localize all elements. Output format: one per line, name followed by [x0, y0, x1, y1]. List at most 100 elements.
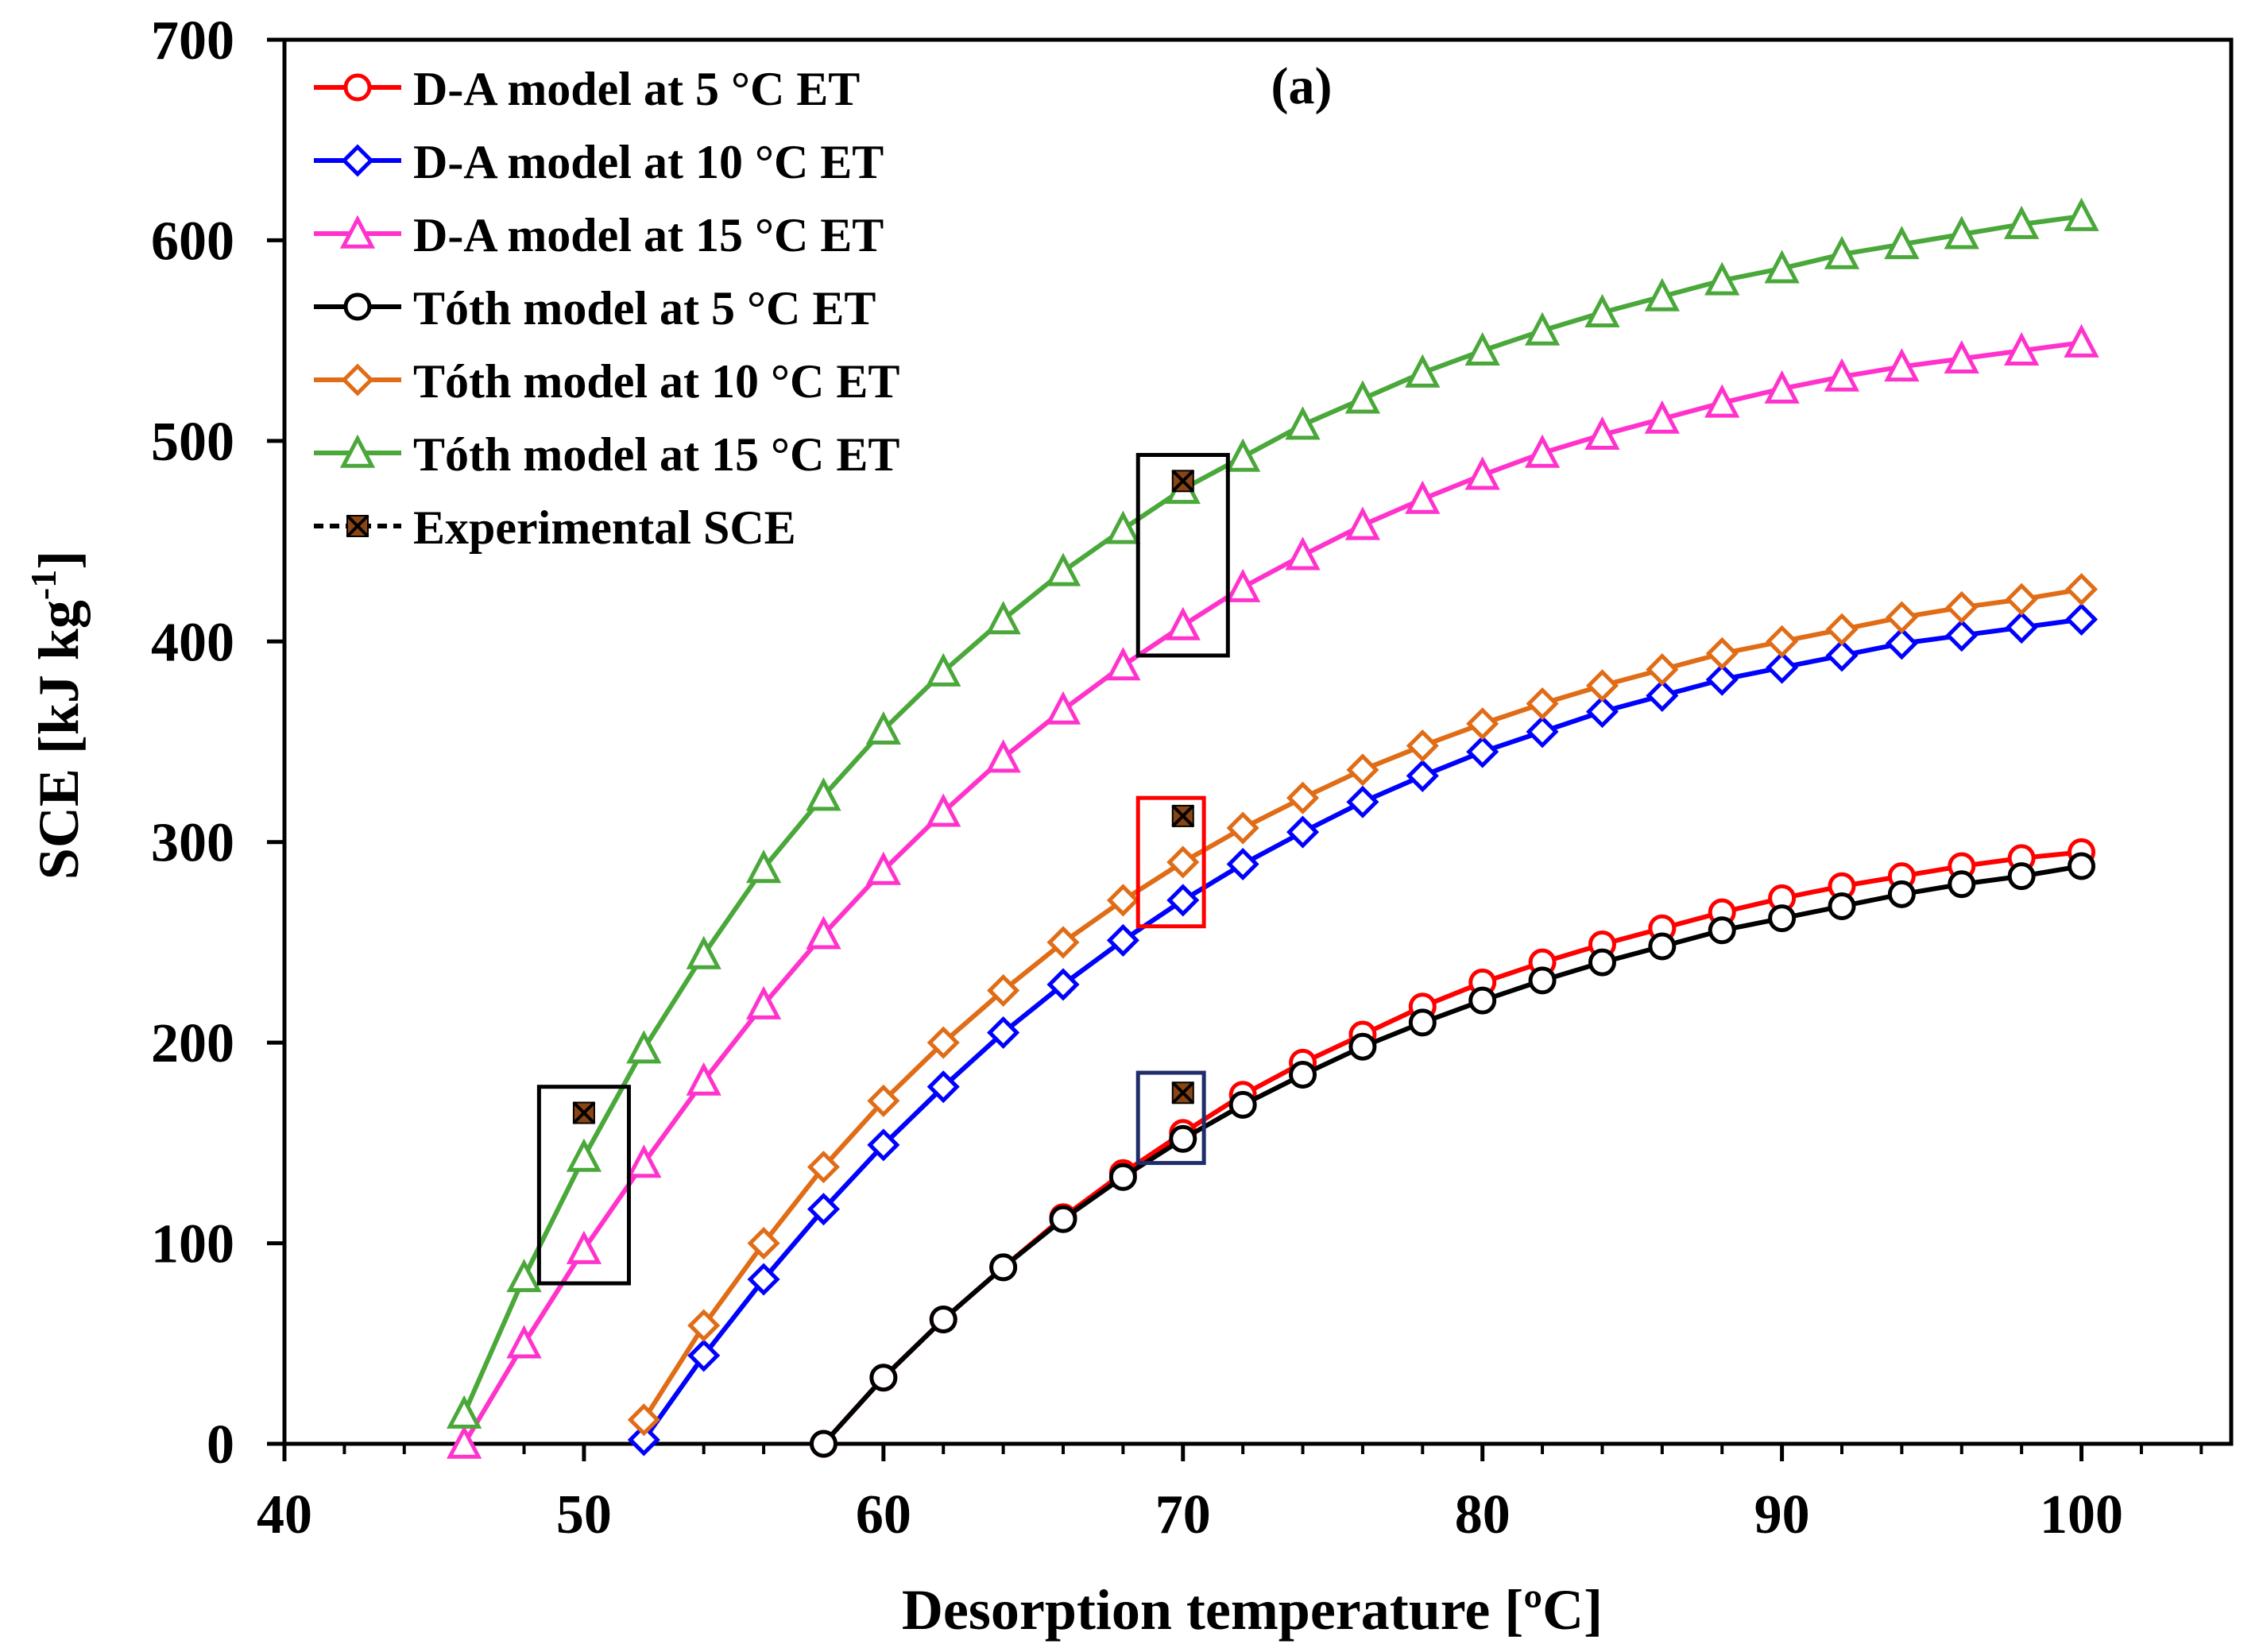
data-point: [1884, 348, 1920, 382]
experimental-layer: [572, 469, 1195, 1124]
data-point: [1768, 904, 1797, 933]
data-point: [1468, 986, 1497, 1015]
data-point: [1944, 215, 1979, 250]
data-point: [807, 1193, 840, 1226]
data-point: [2064, 197, 2099, 231]
legend-label: Experimental SCE: [413, 501, 796, 554]
series-5: [627, 573, 2099, 1437]
data-point: [1945, 619, 1979, 652]
data-point: [1406, 729, 1439, 763]
y-tick-label: 300: [151, 813, 234, 874]
data-point: [1648, 932, 1677, 961]
x-tick-label: 40: [257, 1484, 312, 1546]
series-line: [641, 586, 2083, 1422]
data-point: [869, 1364, 898, 1392]
data-point: [985, 601, 1021, 635]
data-point: [867, 1084, 900, 1117]
x-tick-label: 70: [1155, 1484, 1211, 1546]
data-point: [447, 1425, 482, 1459]
highlight-box: [1135, 795, 1206, 929]
data-point: [926, 1026, 960, 1059]
legend-marker: [343, 73, 372, 102]
data-point: [1405, 480, 1441, 514]
data-point: [1285, 536, 1321, 571]
legend-item: Tóth model at 5 °C ET: [314, 282, 876, 335]
data-point: [1644, 400, 1680, 434]
legend-item: Tóth model at 15 °C ET: [314, 428, 899, 481]
data-point: [929, 1305, 957, 1333]
experimental-point-cross: [1171, 469, 1195, 493]
data-point: [1285, 406, 1321, 440]
data-point: [1046, 926, 1080, 959]
data-point: [1526, 687, 1559, 721]
legend-item: D-A model at 15 °C ET: [314, 209, 884, 261]
highlight-box: [536, 1085, 631, 1286]
data-point: [1766, 651, 1799, 684]
legend-label: Tóth model at 10 °C ET: [413, 355, 899, 408]
data-point: [985, 739, 1021, 773]
data-point: [1344, 380, 1381, 414]
annotation-boxes: [536, 453, 1230, 1286]
y-axis-label-main: SCE [kJ kg: [27, 600, 91, 880]
data-point: [1289, 1061, 1317, 1089]
series-line: [462, 214, 2082, 1415]
data-point: [1944, 339, 1979, 374]
data-point: [1348, 1032, 1377, 1061]
data-point: [686, 1062, 721, 1096]
highlight-box: [1135, 1070, 1206, 1166]
data-point: [1528, 966, 1557, 995]
data-point: [506, 1259, 542, 1293]
data-point: [447, 1395, 482, 1429]
data-point: [1764, 250, 1800, 284]
data-point: [626, 1030, 662, 1064]
data-point: [1226, 847, 1259, 881]
data-point: [926, 793, 961, 827]
data-point: [1885, 601, 1918, 634]
data-point: [687, 1339, 721, 1372]
data-point: [806, 777, 841, 811]
legend-label: Tóth model at 5 °C ET: [413, 282, 876, 335]
chart-title: (a): [1271, 57, 1333, 115]
x-tick-label: 80: [1455, 1484, 1511, 1546]
data-point: [1646, 679, 1679, 712]
data-point: [1108, 1163, 1137, 1191]
legend-marker: [341, 144, 374, 177]
data-point: [745, 849, 782, 884]
legend-marker-cross: [346, 514, 369, 538]
data-point: [1169, 1124, 1197, 1153]
data-point: [1106, 884, 1139, 917]
data-point: [1828, 892, 1856, 920]
data-point: [926, 652, 961, 687]
y-tick-label: 200: [151, 1013, 234, 1074]
legend-label: Tóth model at 15 °C ET: [413, 428, 899, 481]
data-point: [747, 1263, 780, 1296]
data-point: [2005, 582, 2038, 616]
data-point: [2004, 205, 2040, 239]
experimental-point-cross: [1171, 1081, 1195, 1105]
data-point: [1046, 968, 1080, 1001]
series-line: [822, 864, 2083, 1446]
data-point: [1408, 1008, 1437, 1037]
data-point: [1049, 1205, 1077, 1233]
data-point: [1524, 311, 1561, 346]
data-point: [1166, 845, 1200, 879]
x-axis-label: Desorption temperature [ºC]: [902, 1578, 1603, 1642]
data-point: [687, 1309, 721, 1342]
data-point: [1526, 715, 1559, 749]
experimental-point: [572, 1101, 596, 1124]
experimental-point-cross: [1171, 804, 1195, 828]
data-point: [1704, 261, 1740, 296]
data-point: [1225, 568, 1261, 602]
data-point: [1344, 506, 1381, 540]
data-point: [865, 710, 901, 745]
legend-marker: [343, 292, 372, 321]
legend-item: D-A model at 5 °C ET: [314, 63, 860, 115]
series-line: [822, 849, 2082, 1446]
y-axis-label-end: ]: [27, 551, 91, 570]
series-4: [809, 852, 2096, 1458]
data-point: [1948, 870, 1976, 899]
legend-item: Tóth model at 10 °C ET: [314, 355, 899, 408]
data-point: [1464, 331, 1500, 366]
data-point: [989, 1253, 1018, 1282]
